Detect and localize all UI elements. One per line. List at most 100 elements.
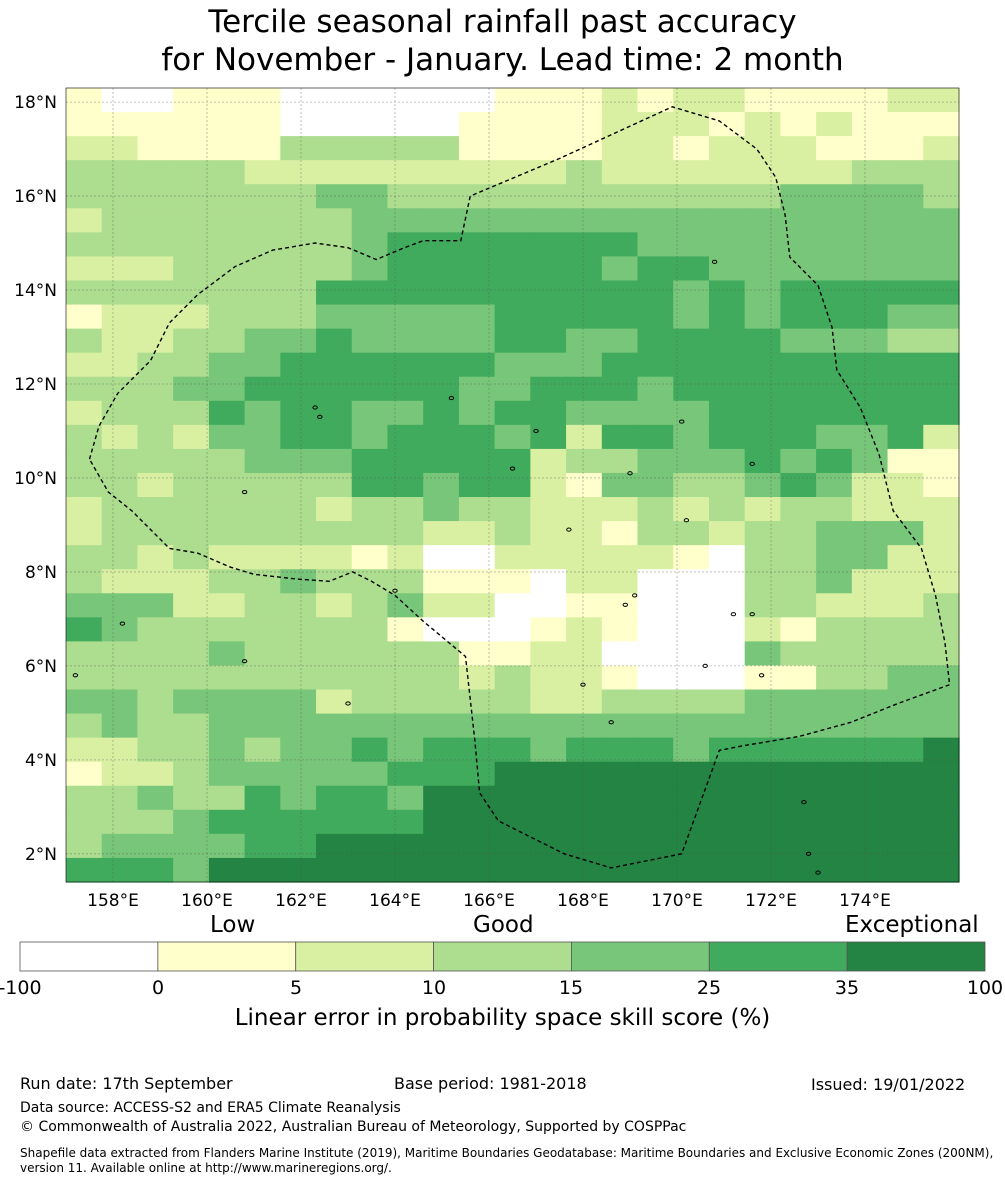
grid-cell xyxy=(387,184,424,209)
grid-cell xyxy=(208,809,246,835)
grid-cell xyxy=(566,208,603,233)
grid-cell xyxy=(458,352,496,378)
grid-cell xyxy=(101,833,139,859)
grid-cell xyxy=(816,641,853,667)
grid-cell xyxy=(601,376,639,402)
grid-cell xyxy=(530,376,567,402)
shapefile-credit-line-1: Shapefile data extracted from Flanders M… xyxy=(20,1146,994,1160)
grid-cell xyxy=(601,857,639,883)
grid-cell xyxy=(708,352,746,378)
grid-cell xyxy=(566,689,603,715)
grid-cell xyxy=(101,160,139,185)
grid-cell xyxy=(351,160,389,185)
grid-cell xyxy=(744,328,781,354)
grid-cell xyxy=(923,497,960,522)
grid-cell xyxy=(173,737,210,763)
grid-cell xyxy=(530,857,567,883)
grid-cell xyxy=(101,112,139,137)
grid-cell xyxy=(708,713,746,739)
island-outline xyxy=(627,471,633,476)
grid-cell xyxy=(137,737,174,763)
grid-cell xyxy=(494,617,531,642)
grid-cell xyxy=(816,280,853,306)
grid-cell xyxy=(316,713,353,739)
grid-cell xyxy=(351,737,389,763)
grid-cell xyxy=(494,136,531,161)
grid-cell xyxy=(601,833,639,859)
grid-cell xyxy=(780,497,817,522)
grid-cell xyxy=(316,304,353,330)
grid-cell xyxy=(637,256,674,282)
grid-cell xyxy=(137,136,174,161)
grid-cell xyxy=(351,809,389,835)
grid-cell xyxy=(137,112,174,137)
grid-cell xyxy=(280,400,317,426)
grid-cell xyxy=(458,785,496,811)
grid-cell xyxy=(387,809,424,835)
grid-cell xyxy=(780,88,817,113)
grid-cell xyxy=(244,376,281,402)
grid-cell xyxy=(923,737,960,763)
grid-cell xyxy=(816,761,853,787)
latitude-label: 16°N xyxy=(14,187,57,207)
skill-score-map: 18°N 16°N 14°N 12°N 10°N 8°N 6°N 4°N 2°N 158°E 16… xyxy=(14,87,960,910)
grid-cell xyxy=(280,761,317,787)
grid-cell xyxy=(458,689,496,715)
grid-cell xyxy=(744,809,781,835)
grid-cell xyxy=(494,352,531,378)
grid-cell xyxy=(137,833,174,859)
grid-cell xyxy=(173,761,210,787)
grid-cell xyxy=(494,256,531,282)
grid-cell xyxy=(851,424,889,450)
grid-cell xyxy=(101,352,139,378)
grid-cell xyxy=(887,448,924,474)
grid-cell xyxy=(280,809,317,835)
copyright: © Commonwealth of Australia 2022, Austra… xyxy=(20,1119,687,1135)
grid-cell xyxy=(887,136,924,161)
grid-cell xyxy=(816,208,853,233)
grid-cell xyxy=(637,809,674,835)
latitude-labels: 18°N 16°N 14°N 12°N 10°N 8°N 6°N 4°N 2°N xyxy=(14,93,57,865)
grid-cell xyxy=(208,857,246,883)
grid-cell xyxy=(208,689,246,715)
grid-cell xyxy=(601,352,639,378)
grid-cell xyxy=(101,761,139,787)
grid-cell xyxy=(780,328,817,354)
grid-cell xyxy=(423,545,460,570)
grid-cell xyxy=(244,809,281,835)
grid-cell xyxy=(530,448,567,474)
grid-cell xyxy=(458,88,496,113)
grid-cell xyxy=(280,376,317,402)
longitude-label: 166°E xyxy=(463,891,515,910)
grid-cell xyxy=(637,521,674,546)
grid-cell xyxy=(137,665,174,691)
island-outline xyxy=(702,663,708,668)
grid-cell xyxy=(744,424,781,450)
grid-cell xyxy=(744,232,781,258)
grid-cell xyxy=(530,785,567,811)
grid-cell xyxy=(66,88,103,113)
grid-cell xyxy=(744,112,781,137)
grid-cell xyxy=(494,521,531,546)
grid-cell xyxy=(601,545,639,570)
grid-cell xyxy=(280,785,317,811)
grid-cell xyxy=(601,280,639,306)
grid-cell xyxy=(744,472,781,498)
grid-cell xyxy=(673,112,710,137)
grid-cell xyxy=(458,617,496,642)
grid-cell xyxy=(780,352,817,378)
grid-cell xyxy=(816,256,853,282)
grid-cell xyxy=(494,232,531,258)
grid-cell xyxy=(530,569,567,594)
grid-cell xyxy=(173,328,210,354)
grid-cell xyxy=(923,761,960,787)
grid-cell xyxy=(744,184,781,209)
grid-cell xyxy=(137,352,174,378)
grid-cell xyxy=(566,809,603,835)
grid-cell xyxy=(101,304,139,330)
grid-cell xyxy=(708,809,746,835)
grid-cell xyxy=(744,545,781,570)
grid-cell xyxy=(637,448,674,474)
grid-cell xyxy=(708,521,746,546)
grid-cell xyxy=(101,593,139,618)
